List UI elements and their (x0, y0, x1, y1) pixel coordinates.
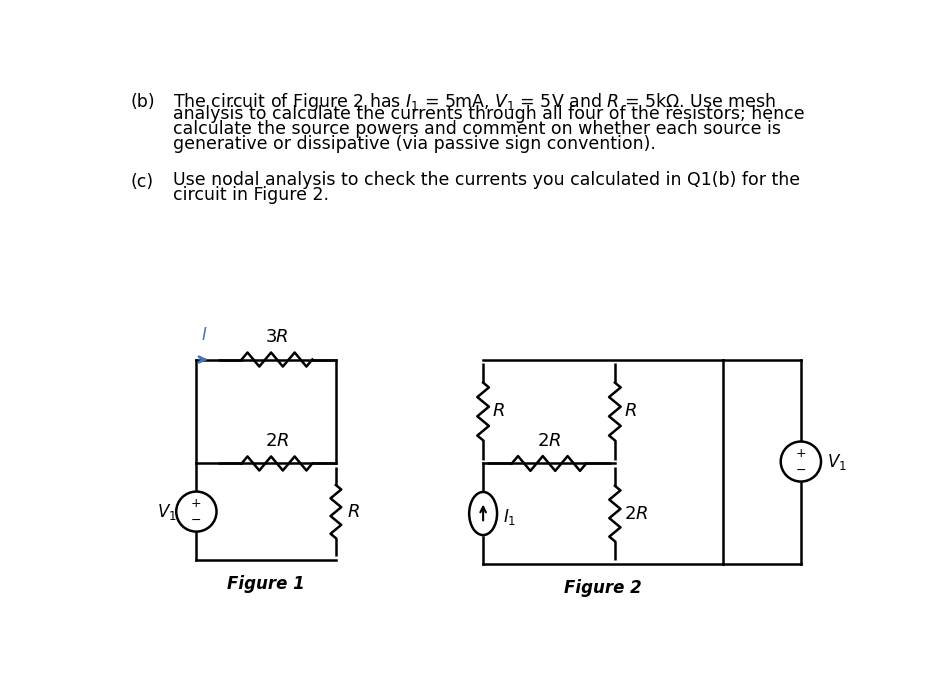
Text: $R$: $R$ (624, 403, 637, 421)
Text: −: − (796, 464, 806, 477)
Text: −: − (191, 514, 202, 526)
Text: generative or dissipative (via passive sign convention).: generative or dissipative (via passive s… (173, 134, 656, 153)
Text: $2R$: $2R$ (624, 504, 649, 523)
Text: $I$: $I$ (201, 326, 207, 344)
Text: Figure 1: Figure 1 (227, 575, 305, 593)
Text: (b): (b) (130, 93, 155, 111)
Text: +: + (796, 447, 806, 460)
Text: analysis to calculate the currents through all four of the resistors; hence: analysis to calculate the currents throu… (173, 106, 805, 123)
Text: $R$: $R$ (493, 403, 505, 421)
Text: $R$: $R$ (347, 503, 359, 521)
Text: Figure 2: Figure 2 (564, 579, 642, 597)
Text: $V_1$: $V_1$ (827, 451, 847, 471)
Text: $3R$: $3R$ (265, 328, 289, 346)
Text: Use nodal analysis to check the currents you calculated in Q1(b) for the: Use nodal analysis to check the currents… (173, 171, 800, 189)
Text: calculate the source powers and comment on whether each source is: calculate the source powers and comment … (173, 120, 781, 138)
Text: The circuit of Figure 2 has $\mathit{I}_1$ = 5mA, $\mathit{V}_1$ = 5V and $\math: The circuit of Figure 2 has $\mathit{I}_… (173, 91, 776, 113)
Text: circuit in Figure 2.: circuit in Figure 2. (173, 185, 329, 204)
Text: $V_1$: $V_1$ (157, 501, 177, 521)
Text: (c): (c) (130, 173, 154, 191)
Text: $I_1$: $I_1$ (503, 508, 516, 528)
Text: $2R$: $2R$ (537, 431, 561, 449)
Text: +: + (191, 497, 202, 510)
Text: $2R$: $2R$ (264, 431, 289, 449)
